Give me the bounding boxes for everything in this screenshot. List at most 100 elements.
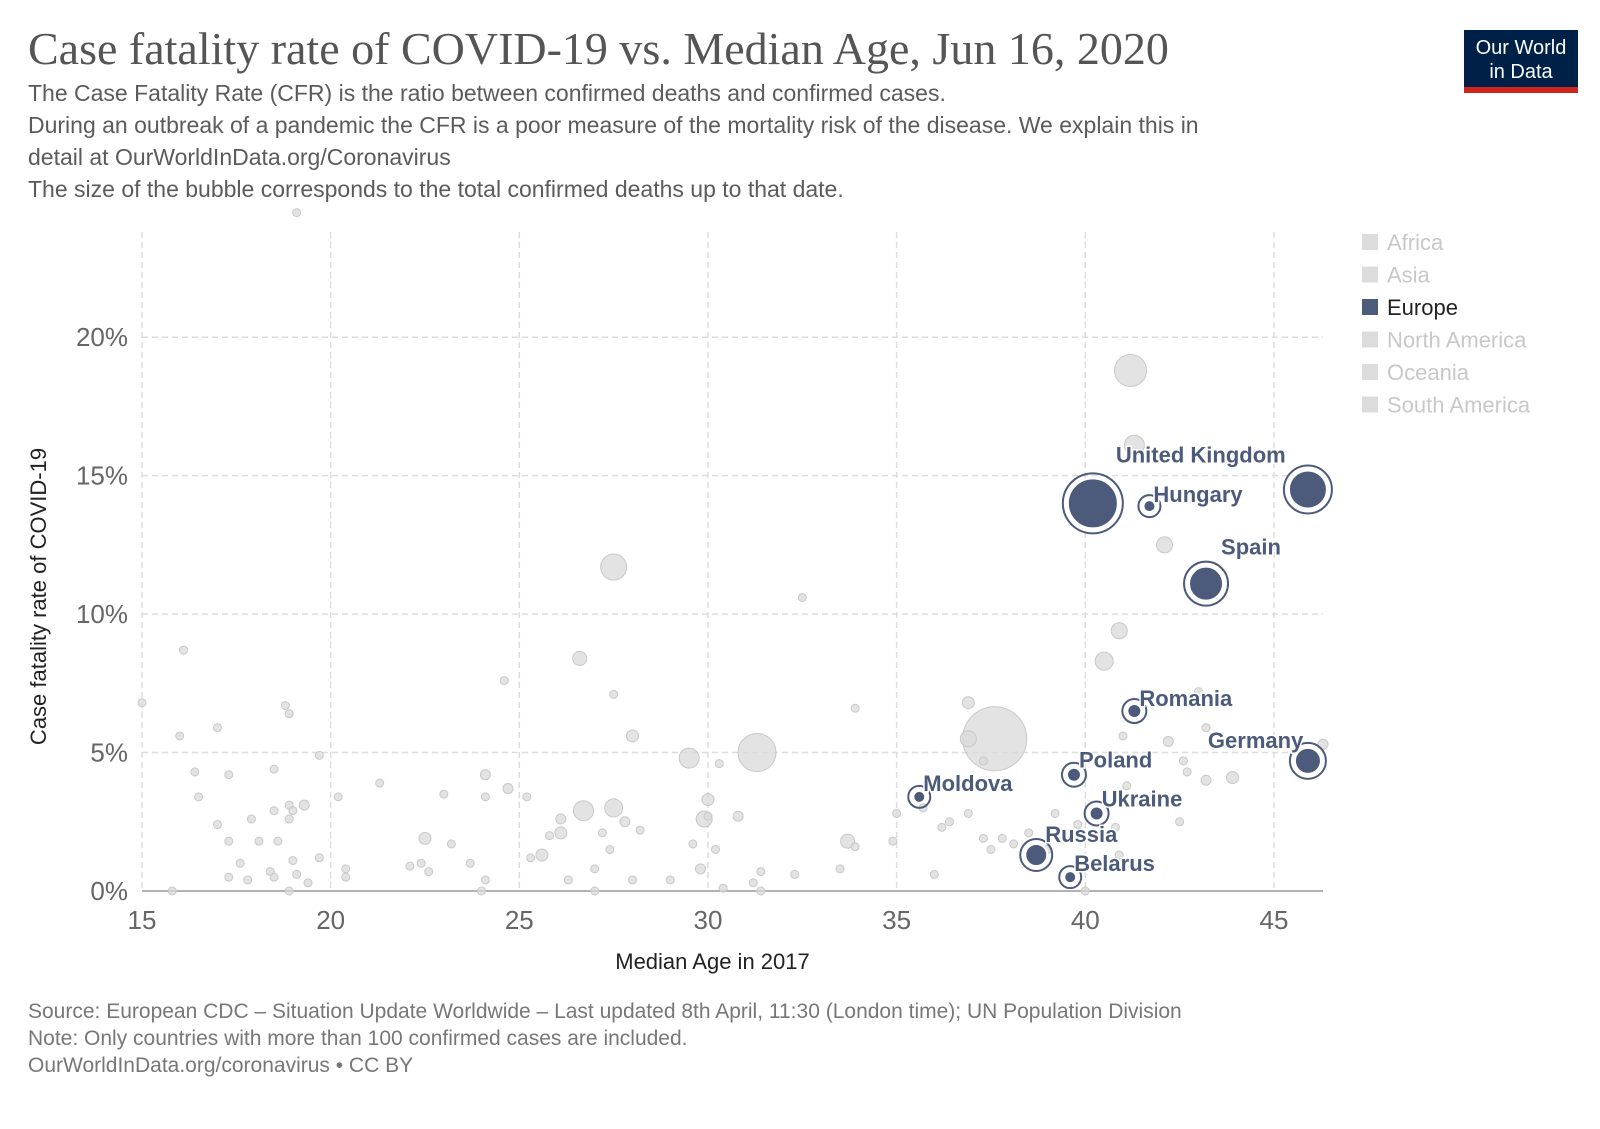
- data-point: [235, 858, 245, 868]
- data-point: [424, 867, 434, 877]
- data-point: [1162, 735, 1174, 747]
- data-point: [1110, 622, 1128, 640]
- data-point: [292, 869, 302, 879]
- data-point: [665, 875, 675, 885]
- data-point-ring: [1061, 472, 1124, 535]
- data-point: [224, 836, 234, 846]
- legend-swatch: [1362, 234, 1378, 250]
- data-point: [572, 650, 588, 666]
- data-point: [137, 698, 147, 708]
- data-point-ring: [907, 784, 932, 809]
- data-point: [790, 869, 800, 879]
- data-label: Germany: [1208, 728, 1304, 753]
- data-point: [175, 731, 185, 741]
- data-point: [1080, 886, 1090, 896]
- data-point: [619, 816, 631, 828]
- subtitle-line-4: The size of the bubble corresponds to th…: [28, 176, 844, 202]
- data-point-ring: [1288, 741, 1327, 780]
- data-point: [703, 811, 713, 821]
- data-point: [477, 886, 487, 896]
- x-tick-label: 35: [882, 905, 911, 935]
- data-point: [961, 696, 975, 710]
- y-axis-label: Case fatality rate of COVID-19: [26, 448, 51, 745]
- data-label: United Kingdom: [1116, 442, 1286, 467]
- data-point: [688, 839, 698, 849]
- data-point: [1200, 774, 1212, 786]
- data-point: [609, 689, 619, 699]
- data-point: [499, 676, 509, 686]
- data-point: [986, 844, 996, 854]
- data-point: [711, 844, 721, 854]
- data-point: [1024, 843, 1049, 868]
- europe-points[interactable]: [907, 464, 1333, 890]
- data-point: [303, 878, 313, 888]
- owid-logo[interactable]: Our World in Data: [1464, 30, 1578, 93]
- data-point: [314, 853, 324, 863]
- data-point: [892, 808, 902, 818]
- data-point: [997, 833, 1007, 843]
- data-point: [526, 853, 536, 863]
- data-point: [635, 825, 645, 835]
- data-point: [888, 836, 898, 846]
- logo-line-1: Our World: [1475, 37, 1567, 59]
- data-point: [563, 875, 573, 885]
- data-point: [479, 769, 491, 781]
- data-point: [284, 709, 294, 719]
- data-point: [1156, 536, 1174, 554]
- data-point: [284, 886, 294, 896]
- footer-note: Note: Only countries with more than 100 …: [28, 1027, 688, 1050]
- x-tick-label: 40: [1071, 905, 1100, 935]
- data-point: [224, 770, 234, 780]
- legend-swatch: [1362, 299, 1378, 315]
- other-continent-points[interactable]: [137, 208, 1329, 896]
- data-point-ring: [1137, 494, 1162, 519]
- data-point: [572, 800, 594, 822]
- x-axis-label: Median Age in 2017: [615, 949, 810, 974]
- data-point: [1050, 808, 1060, 818]
- legend[interactable]: Africa Asia Europe North America Oceania Sout…: [1362, 230, 1531, 418]
- data-label: Hungary: [1153, 482, 1243, 507]
- data-point: [375, 778, 385, 788]
- footer-credit[interactable]: OurWorldInData.org/coronavirus • CC BY: [28, 1054, 414, 1077]
- data-point: [292, 208, 302, 218]
- data-point: [1118, 731, 1128, 741]
- data-point: [597, 828, 607, 838]
- data-point: [1142, 499, 1157, 514]
- y-tick-label: 0%: [90, 876, 128, 906]
- data-point: [850, 703, 860, 713]
- footer-source: Source: European CDC – Situation Update …: [28, 1000, 1182, 1023]
- data-point: [1126, 703, 1143, 720]
- data-point: [269, 872, 279, 882]
- x-tick-label: 15: [128, 905, 157, 935]
- subtitle-line-3[interactable]: detail at OurWorldInData.org/Coronavirus: [28, 144, 451, 170]
- data-point: [732, 810, 744, 822]
- data-point: [269, 764, 279, 774]
- data-point: [1188, 565, 1225, 602]
- data-point: [1122, 781, 1132, 791]
- data-point: [600, 553, 628, 581]
- data-point: [545, 831, 555, 841]
- data-point: [694, 863, 706, 875]
- y-tick-label: 5%: [90, 738, 128, 768]
- data-point: [714, 759, 724, 769]
- data-point: [628, 875, 638, 885]
- legend-item: Asia: [1387, 263, 1431, 288]
- data-point-ring: [1282, 464, 1333, 515]
- data-point: [1225, 770, 1239, 784]
- subtitle-line-1: The Case Fatality Rate (CFR) is the rati…: [28, 80, 946, 106]
- data-label: Ukraine: [1102, 786, 1183, 811]
- data-point: [1066, 477, 1119, 530]
- data-point: [273, 836, 283, 846]
- data-point-ring: [1058, 865, 1083, 890]
- legend-item: Oceania: [1387, 360, 1470, 385]
- data-point: [298, 799, 310, 811]
- data-point: [465, 858, 475, 868]
- data-point: [269, 806, 279, 816]
- data-point: [212, 820, 222, 830]
- data-point: [1073, 820, 1083, 830]
- data-point: [835, 864, 845, 874]
- data-point: [418, 831, 432, 845]
- data-point: [555, 813, 567, 825]
- data-label: Romania: [1139, 686, 1233, 711]
- data-point: [912, 789, 927, 804]
